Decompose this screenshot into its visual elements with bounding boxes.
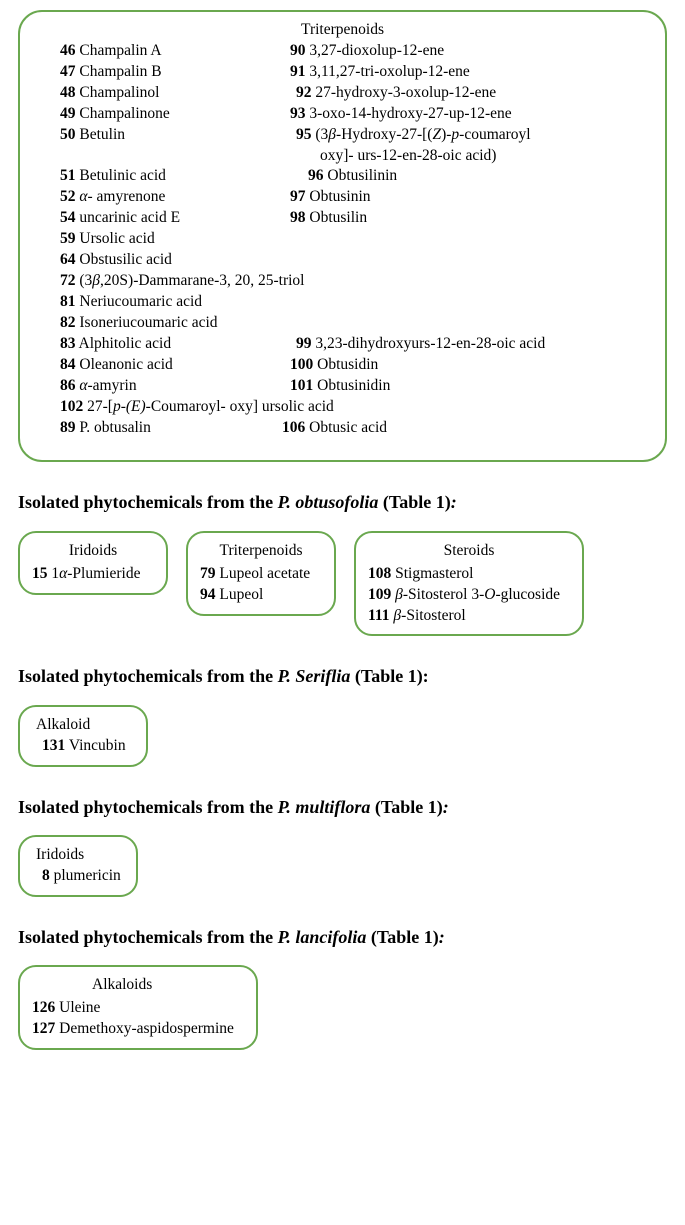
lancifolia-groups: Alkaloids 126 Uleine 127 Demethoxy-aspid… bbox=[18, 965, 667, 1050]
box-title: Iridoids bbox=[32, 845, 124, 866]
triterpenoids-box: Triterpenoids 46 Champalin A90 3,27-diox… bbox=[18, 10, 667, 462]
box-title: Alkaloid bbox=[32, 715, 134, 736]
lancifolia-alkaloids-box: Alkaloids 126 Uleine 127 Demethoxy-aspid… bbox=[18, 965, 258, 1050]
multiflora-iridoids-box: Iridoids 8 plumericin bbox=[18, 835, 138, 897]
multiflora-groups: Iridoids 8 plumericin bbox=[18, 835, 667, 897]
obtusofolia-groups: Iridoids 15 1α-Plumieride Triterpenoids … bbox=[18, 531, 667, 637]
obtusofolia-steroids-box: Steroids 108 Stigmasterol 109 β-Sitoster… bbox=[354, 531, 584, 637]
box-title: Steroids bbox=[368, 541, 570, 564]
section-multiflora: Isolated phytochemicals from the P. mult… bbox=[18, 795, 667, 819]
box-title: Iridoids bbox=[32, 541, 154, 564]
obtusofolia-iridoids-box: Iridoids 15 1α-Plumieride bbox=[18, 531, 168, 595]
seriflia-alkaloid-box: Alkaloid 131 Vincubin bbox=[18, 705, 148, 767]
obtusofolia-triterpenoids-box: Triterpenoids 79 Lupeol acetate 94 Lupeo… bbox=[186, 531, 336, 616]
seriflia-groups: Alkaloid 131 Vincubin bbox=[18, 705, 667, 767]
section-seriflia: Isolated phytochemicals from the P. Seri… bbox=[18, 664, 667, 688]
triterpenoids-title: Triterpenoids bbox=[34, 20, 651, 41]
box-title: Alkaloids bbox=[32, 975, 244, 998]
triterpenoids-list: 46 Champalin A90 3,27-dioxolup-12-ene 47… bbox=[34, 41, 651, 439]
section-lancifolia: Isolated phytochemicals from the P. lanc… bbox=[18, 925, 667, 949]
box-title: Triterpenoids bbox=[200, 541, 322, 564]
section-obtusofolia: Isolated phytochemicals from the P. obtu… bbox=[18, 490, 667, 514]
